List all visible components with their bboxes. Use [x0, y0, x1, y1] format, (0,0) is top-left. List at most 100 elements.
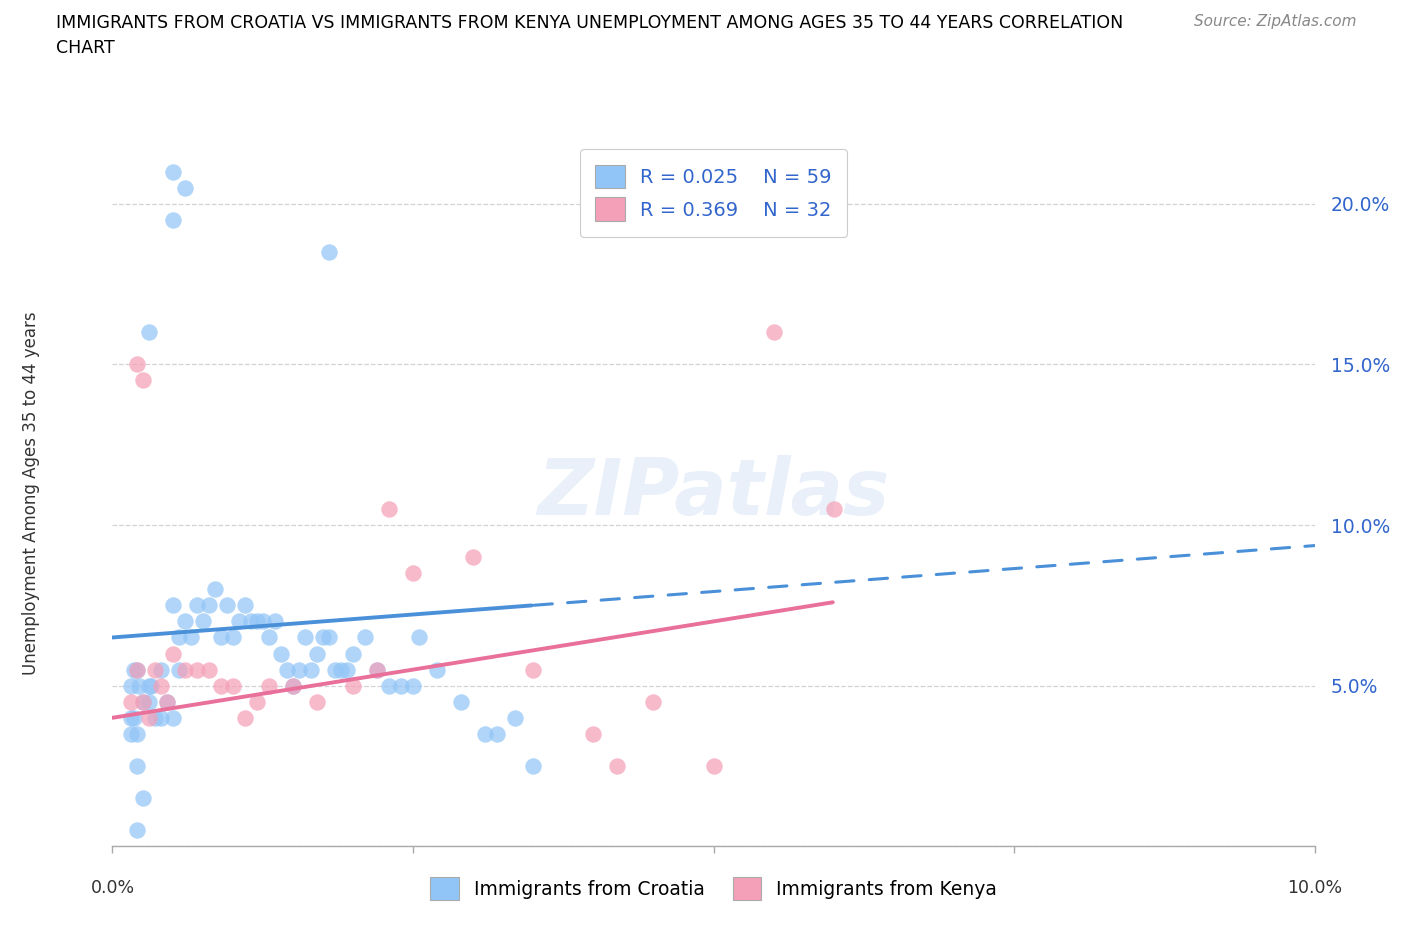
Point: [215, 598, 238, 613]
Point: [474, 726, 496, 741]
Point: [209, 630, 232, 644]
Point: [125, 662, 148, 677]
Point: [263, 614, 285, 629]
Point: [294, 630, 316, 644]
Point: [120, 695, 142, 710]
Point: [131, 695, 153, 710]
Point: [305, 646, 328, 661]
Point: [312, 630, 335, 644]
Point: [125, 759, 148, 774]
Point: [402, 678, 425, 693]
Point: [288, 662, 311, 677]
Point: [197, 662, 219, 677]
Point: [197, 598, 219, 613]
Point: [222, 678, 245, 693]
Point: [162, 212, 184, 227]
Point: [120, 711, 142, 725]
Point: [276, 662, 298, 677]
Point: [329, 662, 352, 677]
Point: [366, 662, 388, 677]
Point: [143, 662, 166, 677]
Point: [162, 598, 184, 613]
Point: [125, 823, 148, 838]
Point: [606, 759, 628, 774]
Point: [125, 357, 148, 372]
Point: [155, 695, 177, 710]
Text: IMMIGRANTS FROM CROATIA VS IMMIGRANTS FROM KENYA UNEMPLOYMENT AMONG AGES 35 TO 4: IMMIGRANTS FROM CROATIA VS IMMIGRANTS FR…: [56, 14, 1123, 32]
Point: [354, 630, 377, 644]
Point: [408, 630, 430, 644]
Point: [162, 711, 184, 725]
Point: [378, 501, 401, 516]
Point: [246, 614, 269, 629]
Point: [173, 614, 195, 629]
Point: [180, 630, 202, 644]
Point: [522, 759, 544, 774]
Text: Unemployment Among Ages 35 to 44 years: Unemployment Among Ages 35 to 44 years: [22, 312, 39, 674]
Text: 0.0%: 0.0%: [90, 879, 135, 897]
Text: CHART: CHART: [56, 39, 115, 57]
Point: [149, 678, 172, 693]
Point: [336, 662, 359, 677]
Point: [138, 695, 160, 710]
Point: [155, 695, 177, 710]
Point: [131, 790, 153, 805]
Point: [318, 245, 340, 259]
Point: [167, 630, 190, 644]
Point: [131, 373, 153, 388]
Point: [222, 630, 245, 644]
Point: [318, 630, 340, 644]
Point: [138, 678, 160, 693]
Text: Source: ZipAtlas.com: Source: ZipAtlas.com: [1194, 14, 1357, 29]
Point: [138, 711, 160, 725]
Point: [233, 711, 256, 725]
Point: [323, 662, 346, 677]
Point: [643, 695, 665, 710]
Point: [122, 662, 145, 677]
Point: [173, 662, 195, 677]
Point: [486, 726, 509, 741]
Point: [503, 711, 526, 725]
Point: [162, 646, 184, 661]
Point: [125, 662, 148, 677]
Point: [167, 662, 190, 677]
Point: [342, 678, 364, 693]
Point: [139, 678, 162, 693]
Point: [402, 565, 425, 580]
Point: [128, 678, 150, 693]
Point: [233, 598, 256, 613]
Point: [378, 678, 401, 693]
Point: [426, 662, 449, 677]
Point: [149, 711, 172, 725]
Point: [131, 695, 153, 710]
Point: [305, 695, 328, 710]
Point: [120, 678, 142, 693]
Point: [461, 550, 484, 565]
Point: [252, 614, 274, 629]
Point: [823, 501, 845, 516]
Point: [186, 662, 208, 677]
Point: [270, 646, 292, 661]
Point: [125, 726, 148, 741]
Point: [257, 678, 280, 693]
Point: [342, 646, 364, 661]
Point: [299, 662, 322, 677]
Point: [281, 678, 304, 693]
Point: [366, 662, 388, 677]
Legend: Immigrants from Croatia, Immigrants from Kenya: Immigrants from Croatia, Immigrants from…: [423, 870, 1004, 908]
Point: [522, 662, 544, 677]
Point: [173, 180, 195, 195]
Point: [228, 614, 250, 629]
Point: [450, 695, 472, 710]
Point: [389, 678, 412, 693]
Point: [191, 614, 214, 629]
Point: [239, 614, 262, 629]
Point: [186, 598, 208, 613]
Point: [762, 325, 785, 339]
Point: [162, 165, 184, 179]
Point: [138, 325, 160, 339]
Text: ZIPatlas: ZIPatlas: [537, 455, 890, 531]
Point: [281, 678, 304, 693]
Point: [149, 662, 172, 677]
Point: [209, 678, 232, 693]
